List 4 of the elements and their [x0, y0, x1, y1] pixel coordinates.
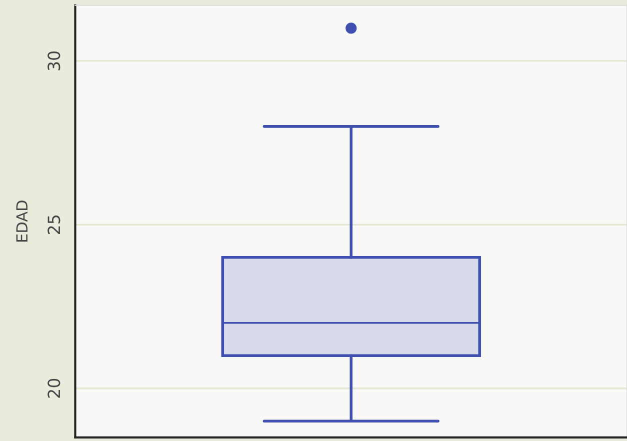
- y-tick-label: 25: [48, 216, 60, 234]
- y-tick-label: 20: [48, 378, 60, 398]
- y-axis-title: EDAD: [16, 200, 28, 242]
- y-tick-label: 30: [48, 51, 60, 70]
